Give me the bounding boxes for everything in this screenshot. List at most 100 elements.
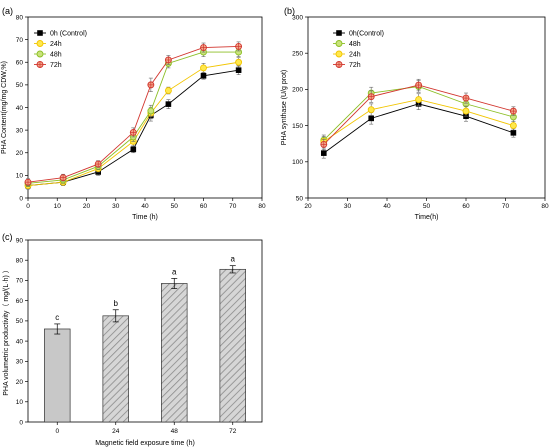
data-point <box>147 107 155 115</box>
data-point <box>320 150 327 156</box>
y-tick-label: 60 <box>16 298 24 305</box>
x-tick-label: 48 <box>171 428 179 435</box>
y-tick-label: 300 <box>292 14 303 21</box>
y-tick-label: 10 <box>16 399 24 406</box>
bar-0 <box>44 328 71 423</box>
y-tick-label: 30 <box>16 359 24 366</box>
x-tick-label: 40 <box>141 203 149 210</box>
x-tick-label: 30 <box>112 203 120 210</box>
y-tick-label: 30 <box>16 127 24 134</box>
data-point <box>165 101 172 107</box>
panel-c-chart: (c) 0 10 20 30 40 50 60 70 80 90 c 0 b 24 a 48 a 72 Magneti… <box>2 232 263 447</box>
y-tick-label: 50 <box>296 195 304 202</box>
x-tick-label: 0 <box>26 203 30 210</box>
legend-label: 72h <box>50 62 62 69</box>
legend: 0h(Control) 48h 24h 72h <box>333 30 384 69</box>
y-tick-label: 70 <box>16 37 24 44</box>
y-tick-label: 200 <box>292 87 303 94</box>
legend-label: 48h <box>349 41 361 48</box>
y-tick-label: 50 <box>16 82 24 89</box>
significance-letter: c <box>55 313 59 322</box>
y-tick-label: 20 <box>16 150 24 157</box>
panel-b-chart: (b) 20 30 40 50 60 70 80 50 100 150 200 250 300 Time(h… <box>281 6 549 221</box>
legend: 0h (Control) 24h 48h 72h <box>34 30 87 69</box>
legend-marker <box>335 40 343 47</box>
x-tick-label: 70 <box>502 203 510 210</box>
series-2 <box>320 93 517 147</box>
significance-letter: a <box>172 267 177 276</box>
bar-48 <box>161 283 188 423</box>
legend-label: 0h(Control) <box>349 30 384 37</box>
y-tick-label: 40 <box>16 338 24 345</box>
series-line <box>27 61 239 187</box>
x-tick-label: 0 <box>55 428 59 435</box>
x-axis-title: Magnetic field exposure time (h) <box>95 440 195 447</box>
x-tick-label: 10 <box>54 203 62 210</box>
data-point <box>509 122 517 130</box>
panel-a-chart: (a) 0 10 20 30 40 50 60 70 80 0 10 20 30 40 50 60 70 80 Tim… <box>1 6 266 221</box>
x-tick-label: 50 <box>171 203 179 210</box>
y-axis-title: PHA synthase (U/g prot) <box>281 70 288 145</box>
y-axis-title: PHA volumetric productivity（ mg/(L·h) ） <box>2 266 10 396</box>
data-point <box>462 107 470 115</box>
legend-label: 0h (Control) <box>50 30 87 37</box>
data-point <box>368 115 375 122</box>
series-0 <box>25 65 242 190</box>
legend-label: 24h <box>50 41 62 48</box>
panel-label: (c) <box>2 232 13 242</box>
x-tick-label: 80 <box>258 203 266 210</box>
data-point <box>200 73 207 79</box>
x-tick-label: 20 <box>304 203 312 210</box>
x-tick-label: 80 <box>541 203 549 210</box>
y-tick-label: 90 <box>16 237 24 244</box>
panel-label: (b) <box>284 6 295 16</box>
series-line <box>27 51 239 184</box>
series-line <box>27 45 239 183</box>
legend-marker <box>36 40 44 47</box>
series-0 <box>320 97 517 159</box>
series-3 <box>320 78 517 150</box>
legend-label: 72h <box>349 62 361 69</box>
series-1 <box>24 57 243 190</box>
x-tick-label: 20 <box>83 203 91 210</box>
data-point <box>510 130 517 136</box>
y-tick-label: 80 <box>16 258 24 265</box>
series-3 <box>24 41 243 186</box>
y-tick-label: 0 <box>19 195 23 202</box>
bar-24 <box>102 315 129 423</box>
y-tick-label: 250 <box>292 51 303 58</box>
data-point <box>130 146 137 153</box>
panel-label: (a) <box>2 6 13 16</box>
legend-marker <box>336 30 342 36</box>
y-tick-label: 80 <box>16 14 24 21</box>
bar-72 <box>219 268 246 423</box>
data-point <box>235 58 243 66</box>
y-tick-label: 40 <box>16 105 24 112</box>
plot-frame <box>307 16 546 199</box>
data-point <box>235 67 242 73</box>
y-tick-label: 60 <box>16 60 24 67</box>
y-tick-label: 0 <box>19 419 23 426</box>
data-point <box>415 96 423 103</box>
x-tick-label: 70 <box>229 203 237 210</box>
x-tick-label: 40 <box>383 203 391 210</box>
x-tick-label: 30 <box>344 203 352 210</box>
plot-frame <box>27 239 263 423</box>
y-tick-label: 20 <box>16 379 24 386</box>
x-tick-label: 72 <box>229 428 237 435</box>
x-tick-label: 24 <box>112 428 120 435</box>
x-axis-title: Time (h) <box>132 214 158 221</box>
x-tick-label: 60 <box>200 203 208 210</box>
data-point <box>367 106 375 114</box>
legend-marker <box>335 50 343 58</box>
series-line <box>27 69 239 187</box>
y-axis-title: PHA Content(mg/mg CDW,%) <box>1 61 8 154</box>
legend-marker <box>37 30 43 36</box>
y-tick-label: 150 <box>292 123 303 130</box>
legend-marker <box>36 50 44 58</box>
y-tick-label: 10 <box>16 173 24 180</box>
data-point <box>200 64 207 72</box>
significance-letter: a <box>231 255 236 264</box>
x-tick-label: 60 <box>462 203 470 210</box>
